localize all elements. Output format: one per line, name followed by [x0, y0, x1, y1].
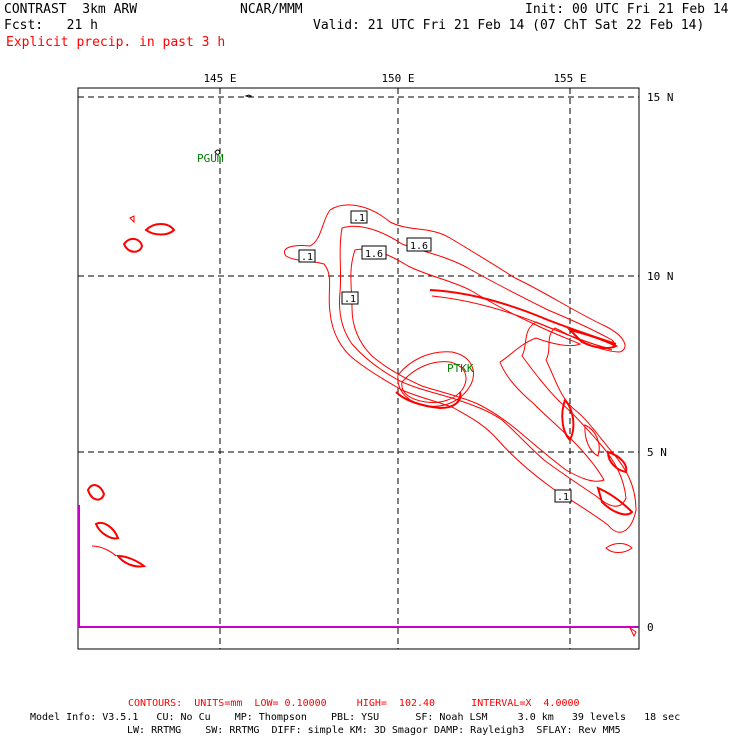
forecast-hour: Fcst: 21 h	[4, 18, 98, 33]
contour-core	[395, 391, 462, 410]
contour-3	[350, 248, 605, 482]
lon-label: 155 E	[553, 72, 586, 85]
contour-se-cell	[606, 450, 628, 474]
center-title: NCAR/MMM	[240, 2, 303, 17]
contour-label-box	[298, 249, 316, 263]
contour-label: 1.6	[365, 249, 383, 260]
precip-contours	[86, 204, 637, 638]
contour-sw-cell	[91, 545, 117, 557]
contour-2	[339, 225, 627, 507]
contour-label: .1	[301, 252, 313, 263]
lon-label: 145 E	[203, 72, 236, 85]
island-outline	[244, 94, 253, 98]
contour-label: 1.6	[410, 241, 428, 252]
contour-ne-core	[566, 328, 619, 350]
domain-boundary	[78, 505, 638, 628]
lon-label: 150 E	[381, 72, 414, 85]
model-info-line2: LW: RRTMG SW: RRTMG DIFF: simple KM: 3D …	[127, 725, 621, 736]
contour-ne-band-2	[431, 295, 613, 351]
contour-label: .1	[557, 492, 569, 503]
contour-west-cell	[129, 215, 135, 224]
contour-label-box	[406, 237, 432, 252]
lat-label: 0	[647, 621, 654, 634]
contour-se-cell	[596, 486, 634, 516]
contour-se-cell	[584, 424, 600, 457]
contour-outer	[284, 204, 637, 533]
contour-label: .1	[344, 294, 356, 305]
field-title: Explicit precip. in past 3 h	[6, 35, 226, 50]
contour-sw-cell	[115, 554, 147, 568]
contour-label-box	[341, 291, 359, 305]
lat-label: 5 N	[647, 446, 667, 459]
guam-outline	[214, 149, 221, 155]
map-frame	[77, 87, 640, 650]
contour-sw-cell	[86, 484, 106, 501]
lat-label: 10 N	[647, 270, 674, 283]
valid-time: Valid: 21 UTC Fri 21 Feb 14 (07 ChT Sat …	[313, 18, 705, 33]
model-info-line1: Model Info: V3.5.1 CU: No Cu MP: Thompso…	[30, 712, 681, 723]
contour-se-cell	[605, 543, 633, 553]
contour-label-box	[350, 210, 368, 224]
contour-label: .1	[353, 213, 365, 224]
contour-label-group: .1 .1 1.6 1.6 .1 .1	[298, 210, 572, 503]
contour-west-cell	[122, 238, 144, 253]
station-label-pgum: PGUM	[197, 152, 224, 165]
contour-se-cell	[561, 398, 575, 442]
contour-info: CONTOURS: UNITS=mm LOW= 0.10000 HIGH= 10…	[128, 698, 580, 709]
model-title: CONTRAST 3km ARW	[4, 2, 138, 17]
contour-label-box	[361, 245, 387, 260]
contour-edge-cell	[628, 626, 637, 638]
lat-label: 15 N	[647, 91, 674, 104]
contour-sw-cell	[94, 522, 120, 540]
lat-lon-grid	[78, 88, 639, 649]
init-time: Init: 00 UTC Fri 21 Feb 14	[525, 2, 729, 17]
contour-west-cell	[144, 223, 176, 236]
station-label-ptkk: PTKK	[447, 362, 474, 375]
contour-ring-inner	[401, 361, 467, 403]
contour-label-box	[554, 489, 572, 503]
